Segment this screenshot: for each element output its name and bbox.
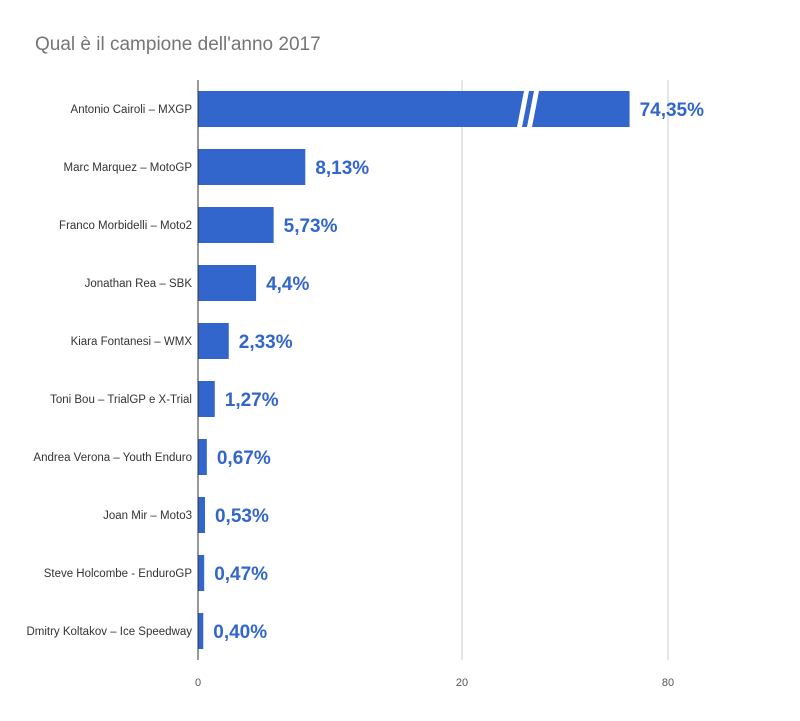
category-label: Kiara Fontanesi – WMX <box>71 336 193 348</box>
category-label: Steve Holcombe - EnduroGP <box>44 568 193 580</box>
x-tick-label: 20 <box>456 677 468 689</box>
bar <box>198 497 205 533</box>
category-label: Marc Marquez – MotoGP <box>64 162 193 174</box>
data-label: 1,27% <box>225 390 279 411</box>
category-label: Jonathan Rea – SBK <box>85 278 193 290</box>
bar <box>198 265 257 301</box>
value-labels: 74,35% 8,13% 5,73% 4,4% 2,33% 1,27% 0,67% 0,53%… <box>213 100 704 643</box>
bar <box>198 613 204 649</box>
category-label: Antonio Cairoli – MXGP <box>71 104 193 116</box>
bar <box>198 149 306 185</box>
data-label: 8,13% <box>315 158 369 179</box>
data-label: 2,33% <box>239 332 293 353</box>
x-tick-label: 80 <box>662 677 674 689</box>
gridlines <box>461 80 669 660</box>
data-label: 0,67% <box>217 448 271 469</box>
data-label: 0,53% <box>215 506 269 527</box>
category-label: Franco Morbidelli – Moto2 <box>59 220 192 232</box>
category-label: Andrea Verona – Youth Enduro <box>33 452 192 464</box>
bar <box>198 323 229 359</box>
category-labels: Antonio Cairoli – MXGP Marc Marquez – Mot… <box>26 104 192 638</box>
bars <box>198 91 630 649</box>
chart-title: Qual è il campione dell'anno 2017 <box>35 34 321 55</box>
axis-break-marker <box>517 91 539 127</box>
data-label: 0,47% <box>214 564 268 585</box>
bar <box>198 381 215 417</box>
bar <box>198 555 205 591</box>
category-label: Dmitry Koltakov – Ice Speedway <box>26 626 192 638</box>
data-label: 5,73% <box>284 216 338 237</box>
data-label: 74,35% <box>640 100 705 121</box>
category-label: Toni Bou – TrialGP e X-Trial <box>50 394 192 406</box>
x-tick-label: 0 <box>195 677 201 689</box>
data-label: 4,4% <box>266 274 309 295</box>
bar <box>198 207 274 243</box>
bar <box>198 91 630 127</box>
x-axis-ticks: 0 20 80 <box>195 677 674 689</box>
bar <box>198 439 207 475</box>
data-label: 0,40% <box>213 622 267 643</box>
category-label: Joan Mir – Moto3 <box>103 510 192 522</box>
